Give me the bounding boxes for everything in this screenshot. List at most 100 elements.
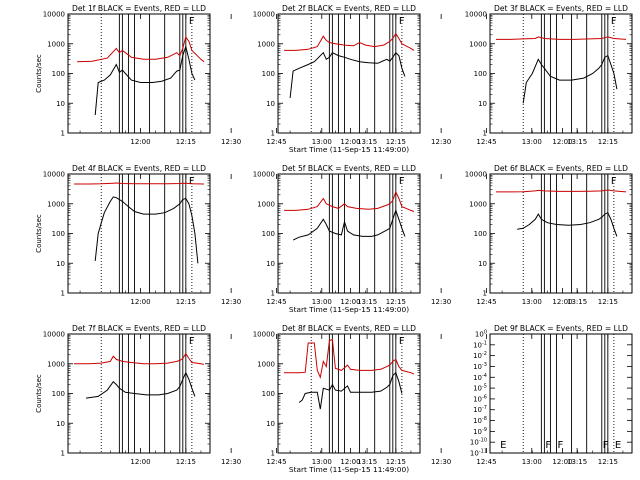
x-tick-label: 12:00: [340, 458, 360, 466]
lld-series-line: [496, 36, 627, 40]
plot-frame: [277, 13, 421, 134]
x-tick-label: 12:45: [266, 458, 286, 466]
flag-label: F: [189, 336, 195, 347]
panel-title: Det 1f BLACK = Events, RED = LLD: [72, 4, 206, 13]
y-tick-label: 10000: [253, 331, 275, 339]
y-tick-label: 1: [483, 290, 487, 298]
flag-label: F: [545, 440, 551, 451]
plot-frame: [67, 13, 211, 134]
plot-frame: [67, 173, 211, 294]
y-tick-label: 1: [271, 290, 275, 298]
y-tick-label: 1: [61, 290, 65, 298]
panel-1: Det 1f BLACK = Events, RED = LLD 1 10 100 10…: [35, 4, 377, 146]
plot-frame: [67, 333, 211, 454]
y-tick-label: 10-11: [470, 449, 487, 458]
y-tick-label: 100: [52, 230, 65, 238]
lld-series-line: [74, 182, 205, 185]
y-tick-label: 10: [56, 260, 65, 268]
x-tick-label: 12:30: [431, 458, 451, 466]
y-tick-label: 1: [61, 130, 65, 138]
x-axis-label: Start Time (11-Sep-15 11:49:00): [289, 145, 409, 154]
x-tick-label: 12:30: [221, 458, 241, 466]
flag-label: E: [615, 440, 621, 451]
panel-title: Det 5f BLACK = Events, RED = LLD: [282, 164, 416, 173]
x-tick-label: 12:15: [176, 298, 196, 306]
y-tick-label: 1000: [469, 200, 487, 208]
x-tick-label: 13:15: [357, 458, 377, 466]
flag-label: E: [500, 440, 506, 451]
y-tick-label: 10000: [43, 171, 65, 179]
x-tick-label: 12:00: [552, 458, 572, 466]
y-axis-label: Counts/sec: [35, 54, 43, 93]
y-tick-label: 100: [474, 230, 487, 238]
x-tick-label: 13:00: [522, 458, 542, 466]
x-tick-label: 13:15: [567, 138, 587, 146]
y-tick-label: 100: [262, 390, 275, 398]
panel-9: Det 9f BLACK = Events, RED = LLD 10-11 10-…: [470, 324, 633, 466]
events-series-line: [292, 208, 406, 241]
x-tick-label: 13:00: [312, 138, 332, 146]
plot-frame: [489, 333, 633, 454]
lld-series-line: [284, 32, 415, 51]
y-tick-label: 10-7: [473, 405, 487, 414]
x-tick-label: 12:15: [598, 298, 618, 306]
y-tick-label: 10000: [253, 171, 275, 179]
y-axis-label: Counts/sec: [35, 214, 43, 253]
x-tick-label: 12:00: [340, 298, 360, 306]
y-tick-label: 1: [483, 130, 487, 138]
lld-series-line: [77, 35, 205, 63]
y-tick-label: 10: [56, 100, 65, 108]
x-tick-label: 12:00: [130, 138, 150, 146]
x-tick-label: 12:15: [386, 458, 406, 466]
panel-2: Det 2f BLACK = Events, RED = LLD 1 10 100 10…: [253, 4, 587, 154]
flag-label: F: [189, 16, 195, 27]
y-tick-label: 1: [61, 450, 65, 458]
flag-label: F: [611, 16, 617, 27]
x-tick-label: 12:15: [598, 458, 618, 466]
flag-label: F: [189, 176, 195, 187]
panel-title: Det 2f BLACK = Events, RED = LLD: [282, 4, 416, 13]
y-tick-label: 10: [266, 100, 275, 108]
x-tick-label: 13:15: [567, 298, 587, 306]
y-tick-label: 10000: [253, 11, 275, 19]
y-tick-label: 10000: [465, 11, 487, 19]
x-tick-label: 12:00: [552, 298, 572, 306]
panel-title: Det 8f BLACK = Events, RED = LLD: [282, 324, 416, 333]
y-tick-label: 10-3: [473, 362, 487, 371]
x-tick-label: 12:15: [386, 138, 406, 146]
y-tick-label: 100: [475, 330, 487, 339]
y-tick-label: 1000: [257, 360, 275, 368]
x-tick-label: 12:00: [130, 298, 150, 306]
lld-series-line: [74, 352, 205, 365]
y-tick-label: 100: [262, 70, 275, 78]
y-tick-label: 10: [478, 100, 487, 108]
plot-frame: [489, 13, 633, 134]
y-tick-label: 1000: [47, 40, 65, 48]
y-tick-label: 10-10: [470, 438, 487, 447]
y-tick-label: 1000: [257, 200, 275, 208]
x-tick-label: 12:45: [266, 138, 286, 146]
plot-frame: [277, 333, 421, 454]
x-tick-label: 12:00: [130, 458, 150, 466]
x-tick-label: 13:15: [357, 138, 377, 146]
panel-title: Det 7f BLACK = Events, RED = LLD: [72, 324, 206, 333]
y-tick-label: 10: [56, 420, 65, 428]
y-tick-label: 10-2: [473, 351, 487, 360]
x-axis-label: Start Time (11-Sep-15 11:49:00): [289, 305, 409, 314]
y-tick-label: 10: [266, 260, 275, 268]
y-tick-label: 10000: [465, 171, 487, 179]
x-tick-label: 13:15: [357, 298, 377, 306]
y-tick-label: 10-4: [473, 373, 487, 382]
x-tick-label: 12:00: [340, 138, 360, 146]
x-tick-label: 12:45: [476, 138, 496, 146]
y-tick-label: 10-6: [473, 394, 487, 403]
panel-4: Det 4f BLACK = Events, RED = LLD 1 10 100 10…: [35, 164, 377, 306]
y-tick-label: 10: [266, 420, 275, 428]
x-tick-label: 12:15: [176, 458, 196, 466]
x-tick-label: 13:00: [312, 458, 332, 466]
x-tick-label: 12:15: [598, 138, 618, 146]
events-series-line: [94, 44, 196, 116]
panel-8: Det 8f BLACK = Events, RED = LLD11010010…: [253, 324, 587, 474]
y-tick-label: 1000: [47, 360, 65, 368]
